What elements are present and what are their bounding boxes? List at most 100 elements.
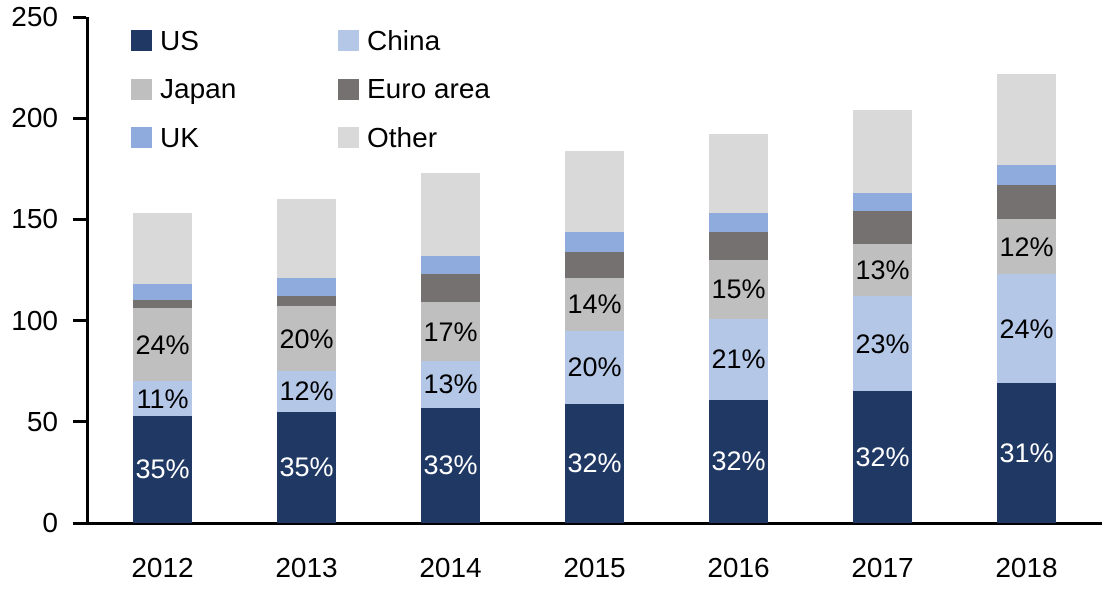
- legend-label: Japan: [160, 73, 237, 104]
- x-axis-category-label: 2015: [563, 552, 626, 583]
- legend-swatch: [338, 127, 359, 148]
- x-axis-category-label: 2016: [707, 552, 770, 583]
- segment-percent-label: 15%: [711, 274, 766, 305]
- x-axis-category-label: 2017: [851, 552, 914, 583]
- legend-swatch: [338, 78, 359, 100]
- segment-percent-label: 20%: [279, 323, 334, 354]
- bar-segment-japan: [277, 306, 336, 372]
- segment-percent-label: 12%: [999, 231, 1054, 262]
- bar-segment-us: [421, 407, 480, 523]
- bar-segment-uk: [277, 278, 336, 297]
- bar-segment-china: [277, 371, 336, 412]
- legend-label: Euro area: [367, 73, 490, 104]
- y-axis-tick-label: 0: [42, 507, 58, 538]
- bar-segment-uk: [565, 231, 624, 252]
- segment-percent-label: 13%: [855, 255, 910, 285]
- bar-segment-euro-area: [709, 231, 768, 260]
- bar-segment-us: [133, 415, 192, 523]
- bar-segment-other: [709, 134, 768, 214]
- x-axis-line: [86, 522, 1102, 525]
- x-axis-category-label: 2018: [995, 552, 1058, 583]
- bar-segment-japan: [997, 219, 1056, 275]
- bar-segment-us: [997, 383, 1056, 523]
- bar-segment-uk: [133, 284, 192, 301]
- segment-percent-label: 23%: [855, 328, 910, 359]
- legend-item-uk: UK: [131, 121, 199, 153]
- bar-segment-china: [997, 274, 1056, 384]
- bar-segment-euro-area: [133, 300, 192, 309]
- bar-segment-other: [133, 213, 192, 285]
- y-axis-tick-label: 50: [26, 405, 58, 437]
- bar-segment-china: [421, 361, 480, 408]
- bar-segment-euro-area: [421, 274, 480, 303]
- bar-segment-euro-area: [997, 184, 1056, 220]
- bar-segment-euro-area: [277, 296, 336, 307]
- bar-segment-us: [709, 399, 768, 523]
- y-axis-line: [86, 17, 89, 525]
- legend-swatch: [338, 30, 359, 51]
- legend-label: Other: [367, 121, 438, 153]
- bar-segment-china: [709, 318, 768, 400]
- y-axis-tick-label: 250: [11, 1, 58, 32]
- legend-label: UK: [160, 121, 199, 153]
- segment-percent-label: 21%: [711, 344, 766, 375]
- bar-segment-us: [853, 391, 912, 523]
- segment-percent-label: 33%: [423, 450, 478, 481]
- bar-segment-uk: [709, 213, 768, 232]
- legend-item-other: Other: [338, 121, 438, 153]
- segment-percent-label: 35%: [135, 454, 190, 485]
- y-axis-tick: [73, 116, 86, 120]
- bar-segment-other: [997, 73, 1056, 165]
- bar-segment-china: [565, 330, 624, 404]
- x-axis-category-label: 2013: [275, 552, 338, 583]
- segment-percent-label: 11%: [136, 383, 189, 414]
- legend-swatch: [131, 78, 152, 100]
- segment-percent-label: 14%: [567, 289, 622, 320]
- bar-segment-china: [133, 381, 192, 416]
- bar-segment-japan: [133, 308, 192, 382]
- y-axis-tick: [73, 217, 86, 221]
- bar-segment-uk: [421, 255, 480, 275]
- legend-swatch: [131, 127, 152, 148]
- bar-segment-us: [565, 403, 624, 523]
- segment-percent-label: 31%: [999, 438, 1054, 469]
- legend-item-china: China: [338, 24, 441, 56]
- bar-segment-other: [421, 172, 480, 256]
- y-axis-tick-label: 200: [11, 102, 58, 134]
- segment-percent-label: 35%: [279, 452, 334, 483]
- segment-percent-label: 20%: [567, 352, 622, 383]
- bar-segment-euro-area: [853, 211, 912, 244]
- bar-segment-uk: [997, 164, 1056, 185]
- segment-percent-label: 24%: [999, 313, 1054, 344]
- segment-percent-label: 12%: [279, 376, 334, 407]
- x-axis-category-label: 2012: [131, 552, 194, 583]
- legend-item-japan: Japan: [131, 74, 236, 104]
- legend-label: US: [160, 24, 199, 56]
- y-axis-tick: [73, 420, 86, 424]
- y-axis-tick-label: 100: [11, 304, 58, 336]
- segment-percent-label: 24%: [135, 329, 190, 360]
- bar-segment-japan: [421, 302, 480, 362]
- y-axis-tick-label: 150: [11, 203, 58, 235]
- bar-segment-euro-area: [565, 251, 624, 279]
- y-axis-tick: [73, 319, 86, 323]
- y-axis-tick: [73, 15, 86, 19]
- segment-percent-label: 32%: [855, 442, 910, 473]
- segment-percent-label: 32%: [567, 448, 622, 479]
- legend-item-euro-area: Euro area: [338, 74, 490, 104]
- bar-segment-japan: [565, 278, 624, 331]
- segment-percent-label: 13%: [423, 369, 478, 400]
- legend-label: China: [367, 24, 441, 56]
- y-axis-tick: [73, 521, 86, 525]
- x-axis-category-label: 2014: [419, 552, 482, 583]
- bar-segment-other: [277, 199, 336, 279]
- bar-segment-uk: [853, 193, 912, 212]
- bar-segment-japan: [853, 243, 912, 297]
- bar-segment-other: [565, 150, 624, 232]
- legend-item-us: US: [131, 24, 199, 56]
- legend-swatch: [131, 30, 152, 51]
- segment-percent-label: 17%: [423, 316, 478, 347]
- segment-percent-label: 32%: [711, 446, 766, 477]
- bar-segment-japan: [709, 259, 768, 319]
